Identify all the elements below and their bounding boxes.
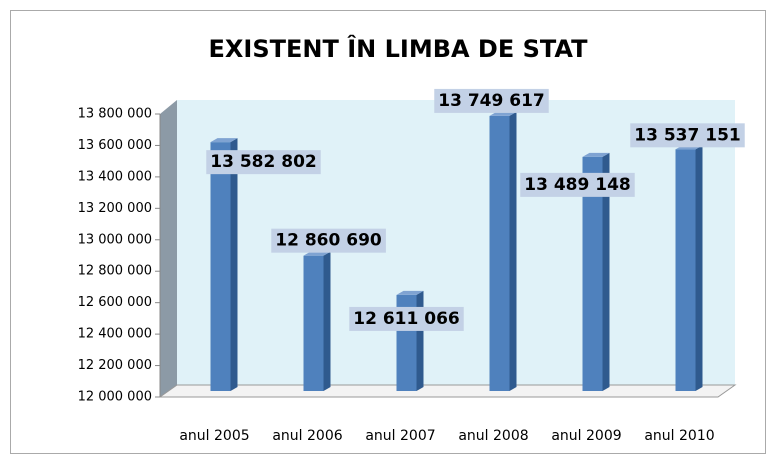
side-wall <box>160 100 177 397</box>
chart-title: EXISTENT ÎN LIMBA DE STAT <box>209 34 589 63</box>
bar-face <box>602 152 610 391</box>
x-tick-label: anul 2010 <box>644 428 714 444</box>
value-label-box <box>349 306 464 331</box>
y-tick-label: 13 800 000 <box>78 107 152 122</box>
floor <box>158 384 737 398</box>
bar <box>675 145 703 391</box>
bar-face <box>675 149 696 391</box>
y-tick-label: 13 000 000 <box>78 232 152 247</box>
value-label-box <box>520 172 635 197</box>
value-label-box <box>434 88 549 113</box>
bar-face <box>695 145 703 391</box>
value-label: 12 611 066 <box>353 309 459 329</box>
x-tick-label: anul 2006 <box>272 428 342 444</box>
x-tick-label: anul 2005 <box>179 428 249 444</box>
bar <box>489 111 517 391</box>
y-tick-label: 12 600 000 <box>78 295 152 310</box>
value-label: 13 749 617 <box>438 91 544 111</box>
x-tick-label: anul 2007 <box>365 428 435 444</box>
bar <box>210 138 238 391</box>
value-label-box <box>206 150 321 175</box>
bar-face <box>582 152 610 157</box>
y-tick-label: 12 400 000 <box>78 327 152 342</box>
value-label-box <box>630 123 745 148</box>
bar-face <box>489 115 510 391</box>
value-label: 13 489 148 <box>524 175 630 195</box>
y-tick-label: 12 200 000 <box>78 358 152 373</box>
y-tick-label: 12 000 000 <box>78 390 152 405</box>
value-label-box <box>271 228 386 253</box>
bar-face <box>303 255 324 391</box>
bar-face <box>509 111 517 391</box>
bar-face <box>210 142 231 391</box>
bar <box>303 251 331 391</box>
bar-face <box>396 290 424 295</box>
y-tick-label: 13 600 000 <box>78 138 152 153</box>
y-tick-label: 12 800 000 <box>78 264 152 279</box>
bar-face <box>323 251 331 391</box>
value-label: 13 537 151 <box>634 125 740 145</box>
y-tick-label: 13 400 000 <box>78 169 152 184</box>
bar-face <box>582 156 603 391</box>
bar <box>396 290 424 391</box>
bar-face <box>210 138 238 143</box>
value-label: 12 860 690 <box>275 231 382 251</box>
bar <box>582 152 610 391</box>
bar-face <box>230 138 238 391</box>
x-tick-label: anul 2008 <box>458 428 528 444</box>
x-tick-label: anul 2009 <box>551 428 621 444</box>
bar-face <box>416 290 424 391</box>
value-label: 13 582 802 <box>210 152 316 172</box>
y-tick-label: 13 200 000 <box>78 201 152 216</box>
